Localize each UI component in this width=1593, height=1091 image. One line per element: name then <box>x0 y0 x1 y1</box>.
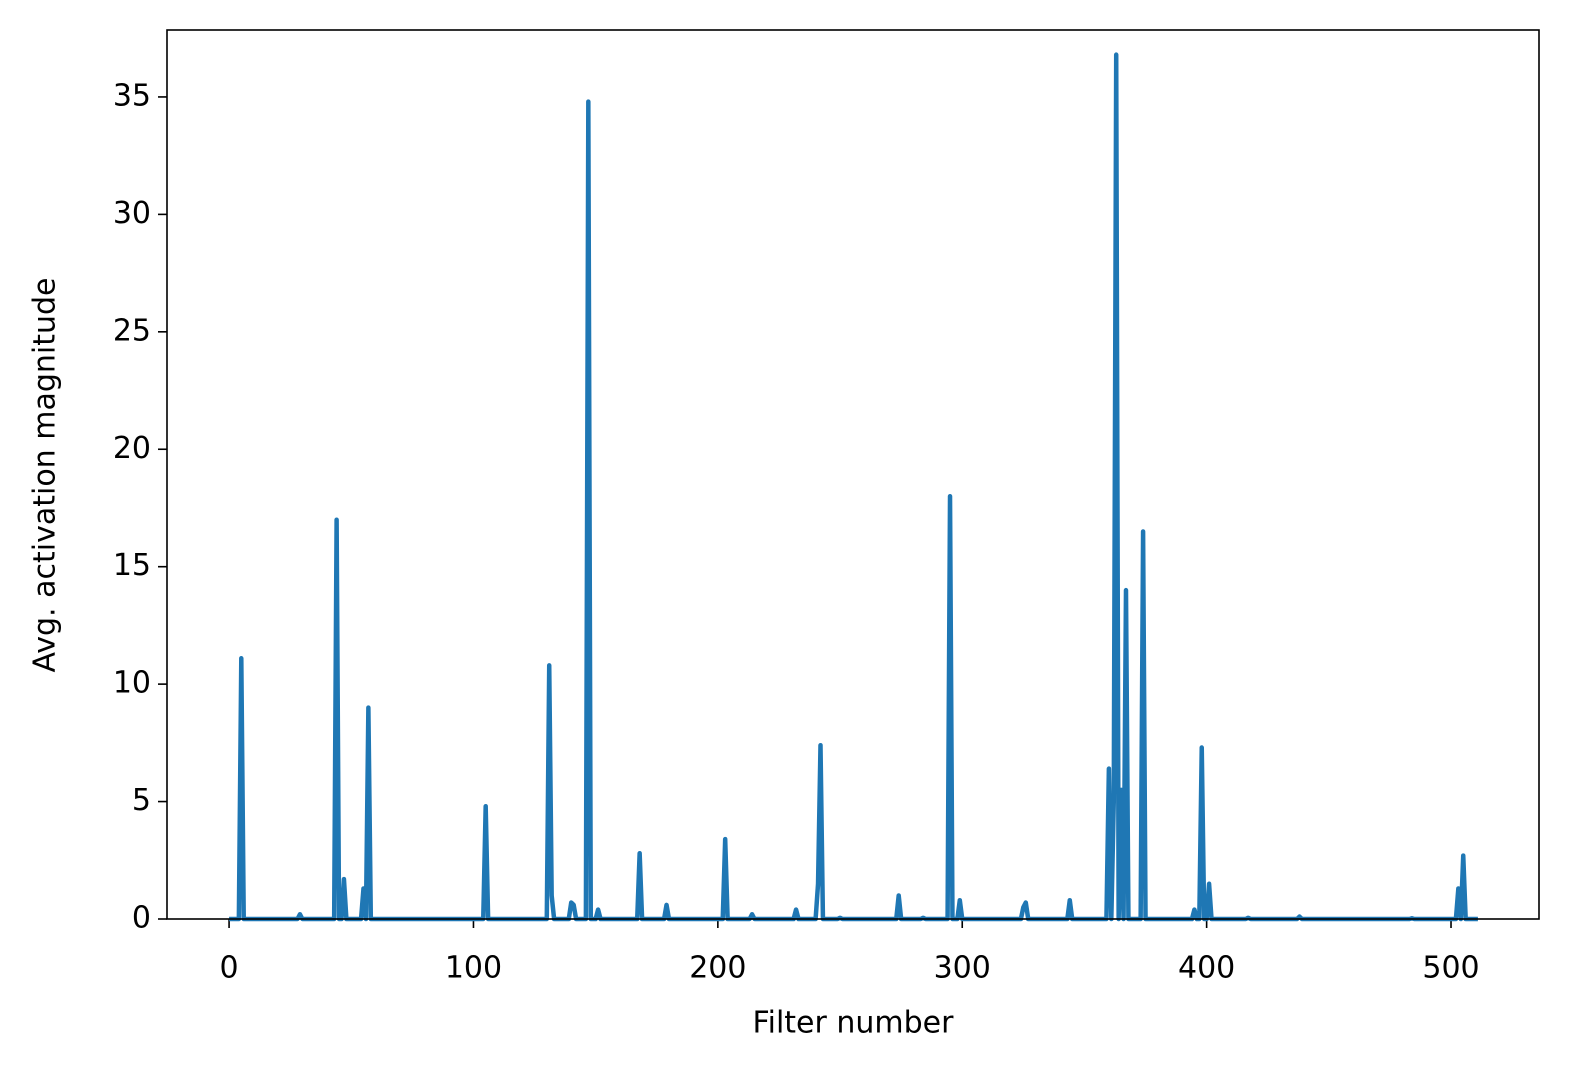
y-tick-label: 15 <box>113 548 151 583</box>
y-tick-label: 20 <box>113 431 151 466</box>
y-tick-label: 5 <box>132 783 151 818</box>
y-tick-label: 30 <box>113 196 151 231</box>
x-tick-label: 300 <box>934 951 991 986</box>
x-tick-label: 400 <box>1178 951 1235 986</box>
y-axis-label: Avg. activation magnitude <box>28 277 63 672</box>
data-line <box>229 52 1478 922</box>
y-tick-label: 35 <box>113 78 151 113</box>
x-tick-label: 200 <box>689 951 746 986</box>
x-tick-label: 0 <box>220 951 239 986</box>
x-tick-label: 100 <box>445 951 502 986</box>
axes-frame <box>166 29 1540 920</box>
x-axis-label: Filter number <box>753 1006 955 1041</box>
x-tick-label: 500 <box>1422 951 1479 986</box>
y-tick-label: 25 <box>113 313 151 348</box>
y-tick-label: 0 <box>132 901 151 936</box>
y-tick-label: 10 <box>113 666 151 701</box>
